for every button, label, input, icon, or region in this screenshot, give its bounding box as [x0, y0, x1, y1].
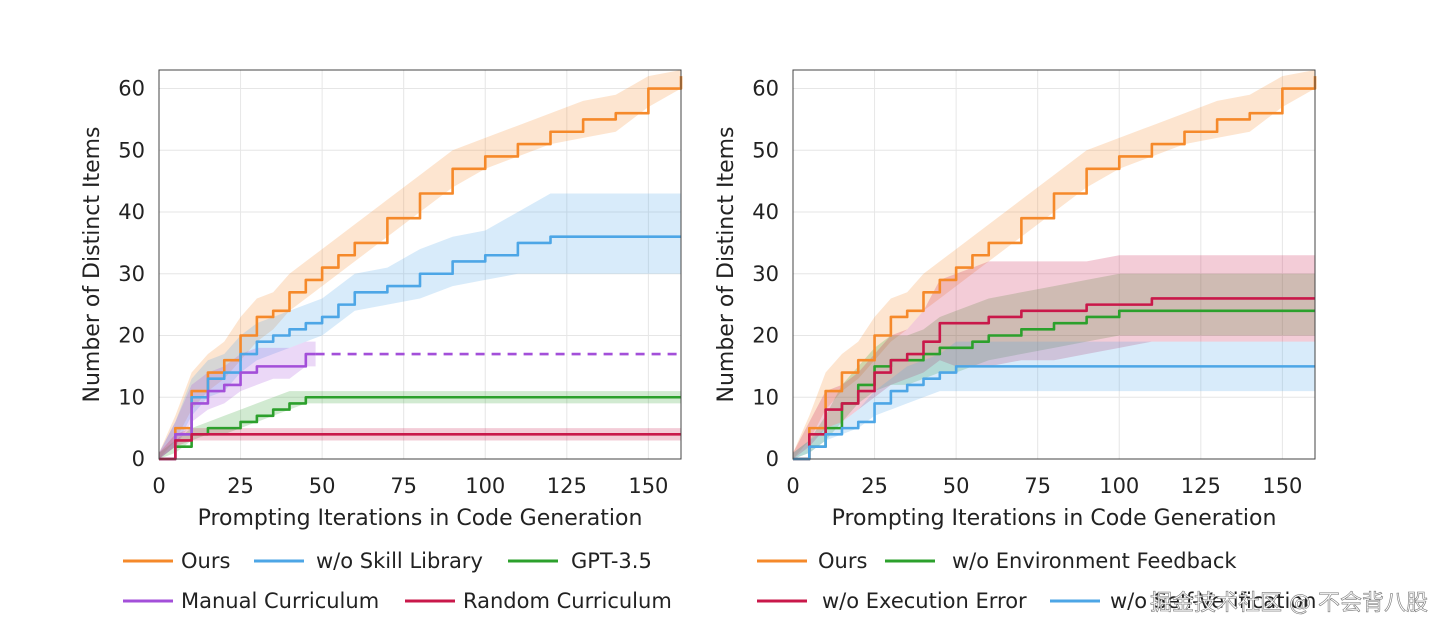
right-x-axis-label: Prompting Iterations in Code Generation: [832, 506, 1277, 531]
right-xtick-label-75: 75: [1024, 474, 1051, 498]
legend-label-random-curriculum: Random Curriculum: [463, 589, 672, 613]
right-legend: Ours w/o Environment Feedback w/o Execut…: [757, 549, 1316, 613]
right-ytick-label-10: 10: [752, 385, 779, 409]
legend-label-wo-exec-error: w/o Execution Error: [822, 589, 1027, 613]
left-band-random-curriculum: [159, 428, 681, 459]
left-legend: Ours w/o Skill Library GPT-3.5 Manual Cu…: [123, 549, 672, 613]
left-chart: 0 25 50 75 100 125 150 0 10 20 30 40 50 60 Prompting I…: [80, 69, 683, 531]
right-band-ours: [793, 70, 1315, 459]
left-plot-frame: [158, 69, 682, 460]
right-xtick-label-100: 100: [1099, 474, 1139, 498]
right-xtick-label-150: 150: [1262, 474, 1302, 498]
left-xtick-label-0: 0: [152, 474, 165, 498]
right-ytick-label-0: 0: [766, 447, 779, 471]
legend-label-ours-right: Ours: [818, 549, 867, 573]
left-ytick-label-0: 0: [132, 447, 145, 471]
left-ytick-label-40: 40: [118, 200, 145, 224]
legend-label-wo-self-verification: w/o Self-Verification: [1110, 589, 1316, 613]
left-xtick-label-125: 125: [547, 474, 587, 498]
legend-label-wo-skill-library: w/o Skill Library: [316, 549, 483, 573]
left-ytick-label-30: 30: [118, 262, 145, 286]
right-band-w-o-environment-feedback: [793, 273, 1315, 459]
watermark-text: 掘金技术社区 @ 不会背八股: [1150, 591, 1428, 616]
left-ytick-label-20: 20: [118, 324, 145, 348]
left-ytick-label-60: 60: [118, 77, 145, 101]
legend-label-wo-env-feedback: w/o Environment Feedback: [952, 549, 1237, 573]
left-xtick-label-25: 25: [227, 474, 254, 498]
right-plot-frame: [792, 69, 1316, 460]
left-ytick-label-10: 10: [118, 385, 145, 409]
right-chart: 0 25 50 75 100 125 150 0 10 20 30 40 50 60 Prompting I…: [714, 69, 1317, 531]
left-line-random-curriculum: [159, 433, 681, 461]
left-xtick-label-100: 100: [465, 474, 505, 498]
right-line-ours: [793, 76, 1317, 461]
right-band-w-o-self-verification: [793, 341, 1315, 459]
legend-label-gpt35: GPT-3.5: [571, 549, 652, 573]
right-line-w-o-execution-error: [793, 297, 1315, 461]
right-ytick-label-20: 20: [752, 324, 779, 348]
left-band-w-o-skill-library: [159, 193, 681, 459]
legend-label-ours: Ours: [181, 549, 230, 573]
right-xtick-label-50: 50: [943, 474, 970, 498]
right-ytick-label-60: 60: [752, 77, 779, 101]
legend-label-manual-curriculum: Manual Curriculum: [181, 589, 379, 613]
left-band-gpt-3-5: [159, 391, 681, 459]
left-line-w-o-skill-library: [159, 235, 681, 461]
right-y-axis-label: Number of Distinct Items: [714, 126, 739, 402]
left-xtick-label-50: 50: [309, 474, 336, 498]
right-ytick-label-30: 30: [752, 262, 779, 286]
left-ytick-label-50: 50: [118, 138, 145, 162]
left-line-manual-curriculum: [159, 352, 316, 461]
right-xtick-label-0: 0: [786, 474, 799, 498]
left-band-manual-curriculum: [159, 341, 316, 459]
right-band-w-o-execution-error: [793, 255, 1315, 459]
left-y-axis-label: Number of Distinct Items: [80, 126, 105, 402]
right-xtick-label-125: 125: [1181, 474, 1221, 498]
left-band-ours: [159, 70, 681, 459]
right-ytick-label-50: 50: [752, 138, 779, 162]
left-line-ours: [159, 76, 683, 461]
right-line-w-o-self-verification: [793, 365, 1315, 461]
right-xtick-label-25: 25: [861, 474, 888, 498]
left-x-axis-label: Prompting Iterations in Code Generation: [198, 506, 643, 531]
left-xtick-label-75: 75: [390, 474, 417, 498]
left-xtick-label-150: 150: [628, 474, 668, 498]
right-ytick-label-40: 40: [752, 200, 779, 224]
